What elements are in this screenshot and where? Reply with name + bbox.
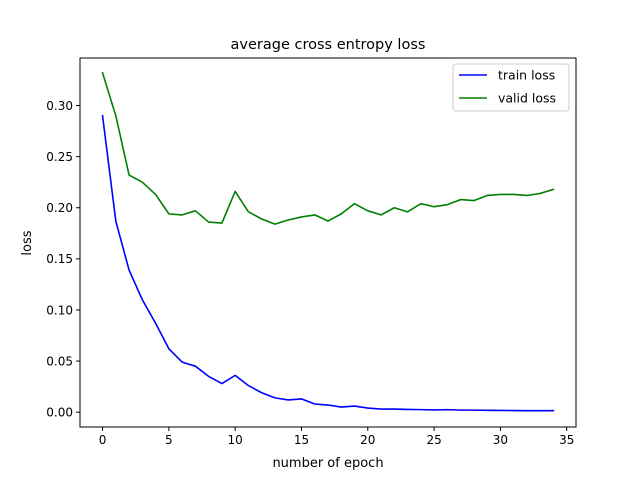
x-tick-label: 20 bbox=[360, 433, 375, 447]
y-tick-label: 0.05 bbox=[46, 354, 73, 368]
legend-label-train-loss: train loss bbox=[498, 67, 555, 82]
x-tick-label: 25 bbox=[426, 433, 441, 447]
x-tick-label: 10 bbox=[228, 433, 243, 447]
y-tick-label: 0.20 bbox=[46, 201, 73, 215]
x-axis-label: number of epoch bbox=[272, 456, 383, 471]
y-tick-label: 0.10 bbox=[46, 303, 73, 317]
x-tick-label: 15 bbox=[294, 433, 309, 447]
legend-label-valid-loss: valid loss bbox=[498, 90, 556, 105]
x-tick-label: 30 bbox=[493, 433, 508, 447]
x-tick-label: 35 bbox=[559, 433, 574, 447]
legend: train loss valid loss bbox=[453, 64, 569, 111]
y-tick-label: 0.25 bbox=[46, 150, 73, 164]
y-tick-label: 0.30 bbox=[46, 99, 73, 113]
x-tick-label: 5 bbox=[165, 433, 173, 447]
chart-title: average cross entropy loss bbox=[231, 37, 426, 53]
y-axis-label: loss bbox=[20, 230, 35, 255]
x-tick-label: 0 bbox=[99, 433, 107, 447]
y-tick-label: 0.00 bbox=[46, 405, 73, 419]
y-tick-label: 0.15 bbox=[46, 252, 73, 266]
